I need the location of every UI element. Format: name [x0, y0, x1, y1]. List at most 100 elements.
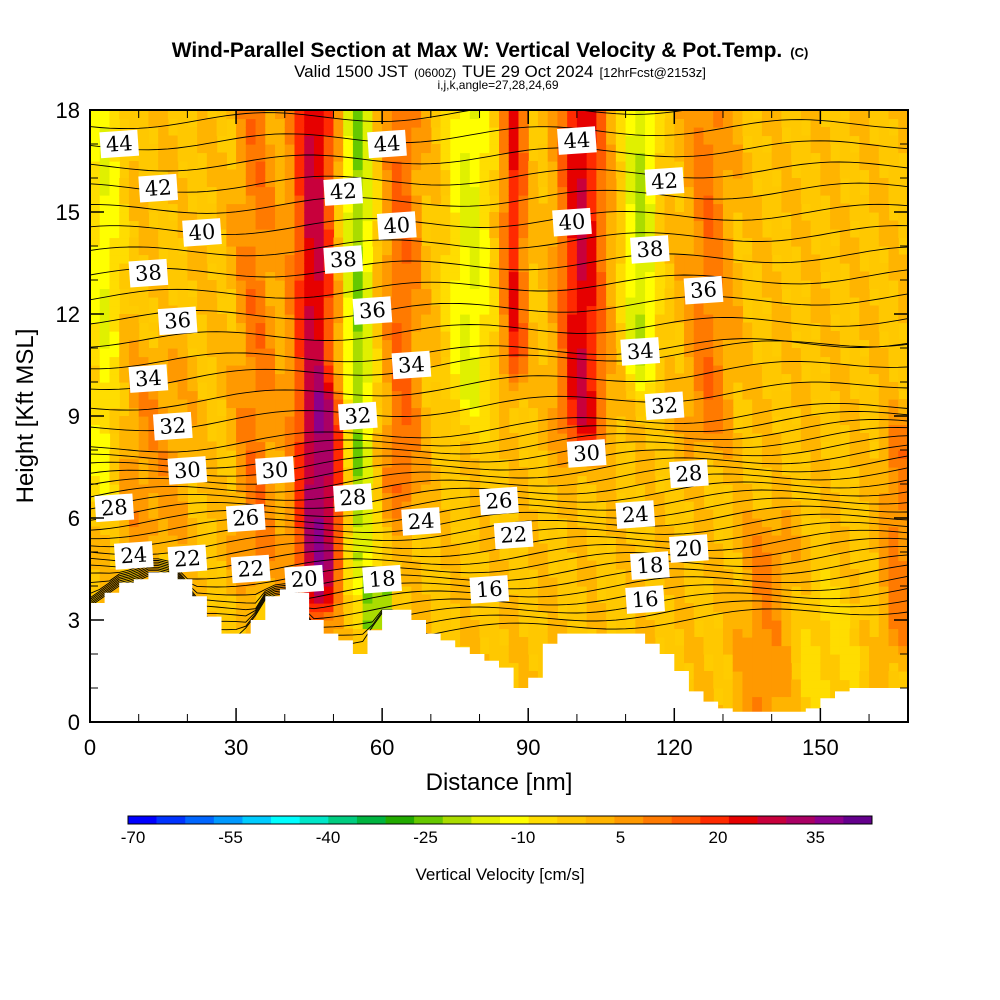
y-tick-label-6: 6 — [68, 506, 80, 531]
colorbar-tick--10: -10 — [511, 828, 536, 847]
colorbar-swatch-4 — [242, 816, 272, 824]
colorbar-tick--55: -55 — [218, 828, 243, 847]
x-tick-label-30: 30 — [224, 735, 248, 760]
x-axis-label: Distance [nm] — [426, 769, 573, 796]
colorbar-tick-5: 5 — [616, 828, 625, 847]
x-tick-label-90: 90 — [516, 735, 540, 760]
colorbar-tick-35: 35 — [806, 828, 825, 847]
colorbar-swatch-17 — [614, 816, 644, 824]
colorbar-swatch-14 — [528, 816, 558, 824]
colorbar-swatch-18 — [643, 816, 672, 824]
contour-label-34-0: 34 — [128, 364, 169, 393]
isentrope-28 — [90, 419, 908, 469]
colorbar-swatch-24 — [814, 816, 844, 824]
contour-label-28-2: 28 — [669, 459, 709, 489]
colorbar-swatch-22 — [757, 816, 787, 824]
colorbar-swatch-3 — [213, 816, 243, 824]
isentrope-40 — [90, 203, 908, 236]
colorbar-swatch-21 — [728, 816, 758, 824]
colorbar-swatch-13 — [500, 816, 529, 824]
y-tick-label-3: 3 — [68, 608, 80, 633]
contour-label-40-2: 40 — [552, 207, 592, 237]
colorbar-swatch-1 — [156, 816, 186, 824]
colorbar-swatch-15 — [557, 816, 587, 824]
contour-label-30-1: 30 — [255, 456, 295, 485]
terrain-mask — [90, 572, 908, 722]
contour-label-22-1: 22 — [230, 554, 271, 584]
y-tick-label-0: 0 — [68, 710, 80, 735]
isentrope-33 — [90, 340, 908, 390]
isentrope-31 — [90, 381, 908, 432]
y-tick-label-18: 18 — [56, 98, 80, 123]
y-tick-label-12: 12 — [56, 302, 80, 327]
contour-label-20-1: 20 — [669, 534, 709, 563]
contour-label-26-1: 26 — [479, 486, 519, 516]
y-tick-label-9: 9 — [68, 404, 80, 429]
contour-label-38-0: 38 — [128, 258, 169, 288]
isentrope-35 — [90, 316, 908, 348]
colorbar-tick--25: -25 — [413, 828, 438, 847]
grid-index-line: i,j,k,angle=27,28,24,69 — [437, 78, 558, 92]
isentrope-10 — [90, 571, 908, 628]
isentrope-30 — [90, 402, 908, 453]
colorbar-label: Vertical Velocity [cm/s] — [415, 865, 584, 884]
isentrope-43 — [90, 140, 908, 172]
contour-label-30-0: 30 — [167, 456, 208, 485]
contour-label-42-1: 42 — [323, 177, 364, 206]
valid-time-line: Valid 1500 JST (0600Z) TUE 29 Oct 2024 [12h… — [294, 62, 706, 81]
contour-label-38-1: 38 — [323, 245, 364, 274]
isentrope-34 — [90, 338, 908, 370]
contour-label-32-0: 32 — [152, 411, 193, 441]
contour-label-16-0: 16 — [469, 575, 510, 604]
contour-label-24-0: 24 — [113, 541, 154, 570]
contour-label-42-0: 42 — [138, 173, 179, 203]
contour-label-34-2: 34 — [620, 337, 661, 366]
colorbar-swatch-5 — [271, 816, 300, 824]
contour-label-16-1: 16 — [625, 585, 665, 614]
contour-label-22-0: 22 — [167, 544, 208, 574]
chart-title: Wind-Parallel Section at Max W: Vertical… — [172, 39, 809, 62]
y-tick-label-15: 15 — [56, 200, 80, 225]
colorbar-swatch-16 — [585, 816, 615, 824]
terrain — [90, 572, 908, 722]
colorbar-swatch-8 — [356, 816, 386, 824]
contour-label-20-0: 20 — [284, 564, 325, 594]
isentrope-44 — [90, 119, 908, 151]
contour-label-26-0: 26 — [225, 503, 266, 533]
isentrope-25 — [90, 444, 908, 498]
colorbar-tick-labels: -70 -55 -40 -25 -10 5 20 35 — [121, 828, 825, 847]
contour-label-40-0: 40 — [182, 218, 222, 247]
colorbar-tick-20: 20 — [709, 828, 728, 847]
contour-label-36-0: 36 — [157, 306, 198, 336]
contour-label-28-1: 28 — [333, 483, 373, 512]
colorbar-swatch-11 — [442, 816, 472, 824]
x-tick-label-120: 120 — [656, 735, 693, 760]
contour-label-22-2: 22 — [493, 520, 534, 550]
contour-label-38-2: 38 — [630, 235, 670, 264]
colorbar-swatch-19 — [671, 816, 701, 824]
colorbar-tick--40: -40 — [316, 828, 341, 847]
contour-label-36-1: 36 — [352, 296, 393, 325]
contour-label-30-2: 30 — [566, 439, 607, 468]
x-axis: 0 30 60 90 120 150 — [84, 110, 870, 760]
contour-label-36-2: 36 — [683, 275, 724, 305]
colorbar-swatch-12 — [471, 816, 501, 824]
colorbar-swatch-23 — [786, 816, 816, 824]
colorbar-swatch-6 — [299, 816, 329, 824]
isentrope-27 — [90, 427, 908, 477]
isentrope-24 — [90, 455, 908, 510]
colorbar-swatch-0 — [128, 816, 157, 824]
contour-label-34-1: 34 — [391, 350, 432, 380]
isentrope-45 — [90, 110, 689, 130]
colorbar-swatch-7 — [328, 816, 358, 824]
isentrope-38 — [90, 246, 908, 278]
x-tick-label-150: 150 — [802, 735, 839, 760]
contour-label-28-0: 28 — [94, 493, 135, 523]
isentrope-39 — [90, 225, 908, 257]
isentrope-15 — [90, 537, 908, 588]
contour-label-44-2: 44 — [557, 126, 597, 155]
colorbar-swatch-25 — [843, 816, 873, 824]
